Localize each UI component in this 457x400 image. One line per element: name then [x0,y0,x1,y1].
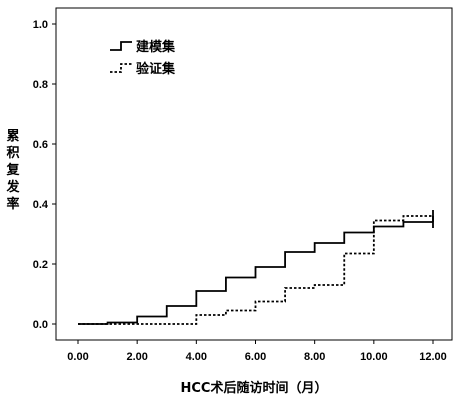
plot-frame [55,7,453,341]
y-axis-label-char: 累 [6,128,19,144]
y-axis: 0.0 0.2 0.4 0.6 0.8 1.0 [33,19,56,331]
y-tick-label: 0.2 [33,259,48,271]
legend-swatch [110,63,132,73]
y-tick-label: 0.4 [33,199,49,211]
y-tick-label: 1.0 [33,19,48,31]
x-axis-label: HCC术后随访时间（月） [181,380,328,396]
legend-swatch [110,41,132,51]
y-axis-label-char: 发 [5,179,20,195]
x-tick-label: 0.00 [67,351,88,363]
x-tick-label: 12.00 [419,351,447,363]
x-tick-label: 10.00 [360,351,388,363]
series-line-training [78,221,433,325]
y-tick-label: 0.8 [33,79,48,91]
y-tick-label: 0.6 [33,139,48,151]
y-axis-label-char: 率 [6,196,19,212]
x-tick-label: 6.00 [245,351,266,363]
x-tick-label: 2.00 [126,351,147,363]
y-axis-label-char: 复 [5,162,20,178]
series-line-validation [78,215,433,325]
x-tick-label: 4.00 [186,351,207,363]
legend-label: 验证集 [136,61,176,77]
y-axis-label-char: 积 [6,145,19,161]
x-tick-label: 8.00 [304,351,325,363]
series-layer [78,210,434,325]
y-tick-label: 0.0 [33,319,48,331]
legend-label: 建模集 [136,39,176,55]
x-axis: 0.00 2.00 4.00 6.00 8.00 10.00 12.00 [67,340,447,363]
